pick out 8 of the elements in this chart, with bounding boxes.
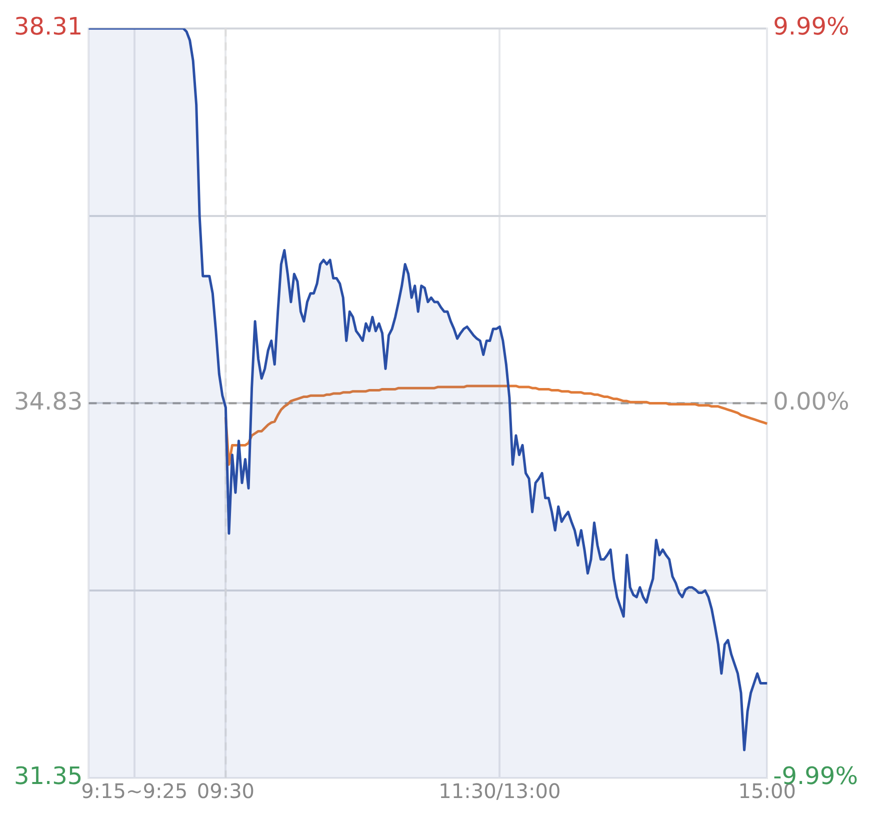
y-tick-label: 31.35 (14, 762, 83, 790)
y-tick-label: 34.83 (14, 387, 83, 416)
x-tick-label: 9:15~9:25 (81, 779, 188, 804)
y-tick-label: 38.31 (14, 12, 83, 41)
x-tick-label: 09:30 (196, 779, 255, 804)
y2-tick-label: 9.99% (773, 12, 850, 41)
x-tick-label: 11:30/13:00 (438, 779, 561, 804)
y2-tick-label: 0.00% (773, 387, 850, 416)
